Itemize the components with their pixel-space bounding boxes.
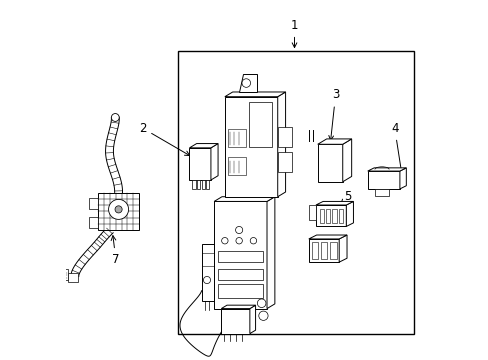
Polygon shape xyxy=(228,157,245,175)
Polygon shape xyxy=(206,180,209,189)
Polygon shape xyxy=(319,208,323,223)
Polygon shape xyxy=(59,269,67,280)
Circle shape xyxy=(235,226,242,234)
Polygon shape xyxy=(239,74,257,92)
Polygon shape xyxy=(221,309,249,334)
Polygon shape xyxy=(214,202,266,309)
Polygon shape xyxy=(346,202,353,226)
Polygon shape xyxy=(67,273,78,282)
Polygon shape xyxy=(367,168,406,171)
Text: 3: 3 xyxy=(328,89,339,140)
Polygon shape xyxy=(197,180,200,189)
Polygon shape xyxy=(315,202,353,205)
Polygon shape xyxy=(189,148,210,180)
Polygon shape xyxy=(178,51,413,334)
Polygon shape xyxy=(342,139,351,182)
Polygon shape xyxy=(277,127,291,147)
Polygon shape xyxy=(308,235,346,239)
Polygon shape xyxy=(201,180,204,189)
Polygon shape xyxy=(248,102,272,147)
Polygon shape xyxy=(89,198,98,209)
Polygon shape xyxy=(317,144,342,182)
Polygon shape xyxy=(249,305,255,334)
Polygon shape xyxy=(210,144,218,180)
Polygon shape xyxy=(217,251,263,262)
Text: 2: 2 xyxy=(139,122,189,156)
Circle shape xyxy=(257,299,265,307)
Polygon shape xyxy=(228,129,245,147)
Polygon shape xyxy=(308,205,315,220)
Polygon shape xyxy=(367,171,399,189)
Polygon shape xyxy=(277,92,285,197)
Polygon shape xyxy=(325,208,329,223)
Polygon shape xyxy=(338,208,343,223)
Polygon shape xyxy=(332,208,336,223)
Circle shape xyxy=(203,276,210,284)
Polygon shape xyxy=(214,197,274,202)
Polygon shape xyxy=(98,193,139,230)
Text: 4: 4 xyxy=(390,122,403,176)
Text: 7: 7 xyxy=(111,236,120,266)
Circle shape xyxy=(242,79,250,87)
Polygon shape xyxy=(217,269,263,280)
Polygon shape xyxy=(317,139,351,144)
Polygon shape xyxy=(89,217,98,228)
Circle shape xyxy=(235,238,242,244)
Polygon shape xyxy=(329,242,336,259)
Polygon shape xyxy=(308,239,339,262)
Circle shape xyxy=(108,199,128,219)
Polygon shape xyxy=(266,197,274,309)
Circle shape xyxy=(115,206,122,213)
Circle shape xyxy=(250,238,256,244)
Polygon shape xyxy=(221,305,255,309)
Circle shape xyxy=(221,238,227,244)
Polygon shape xyxy=(320,242,326,259)
Text: 1: 1 xyxy=(290,19,298,48)
Polygon shape xyxy=(217,284,263,298)
Polygon shape xyxy=(192,180,195,189)
Polygon shape xyxy=(277,152,291,172)
Circle shape xyxy=(111,113,119,121)
Polygon shape xyxy=(311,242,317,259)
Polygon shape xyxy=(224,97,277,197)
Polygon shape xyxy=(224,92,285,97)
Text: 5: 5 xyxy=(340,190,351,204)
Polygon shape xyxy=(315,205,346,226)
Polygon shape xyxy=(399,168,406,189)
Circle shape xyxy=(258,311,267,320)
Polygon shape xyxy=(201,244,214,301)
Text: 6: 6 xyxy=(308,249,320,263)
Polygon shape xyxy=(339,235,346,262)
Polygon shape xyxy=(189,144,218,148)
Polygon shape xyxy=(374,189,388,196)
